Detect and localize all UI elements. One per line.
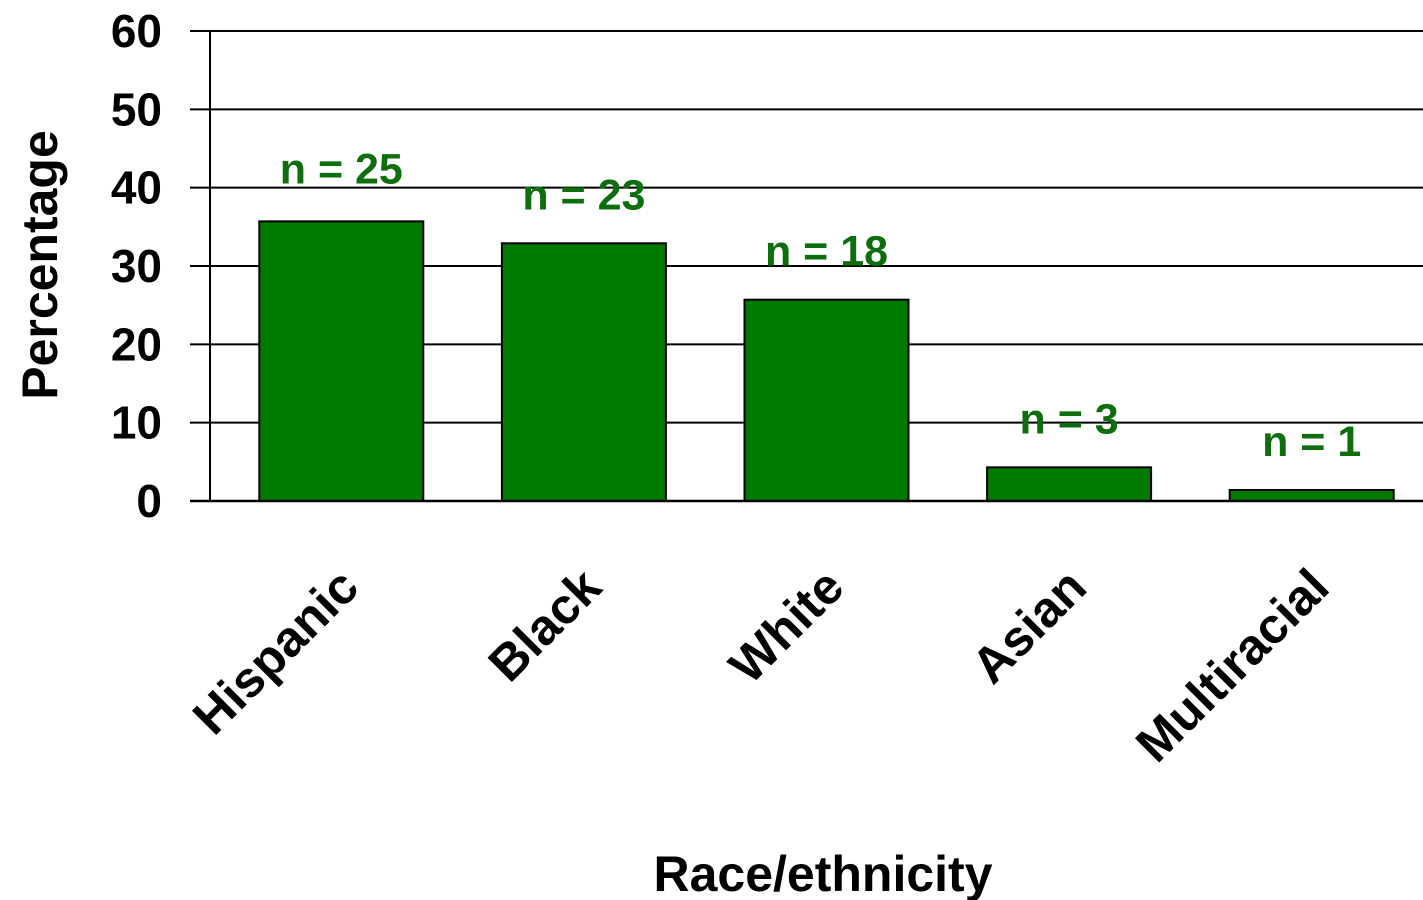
bar-asian <box>986 466 1153 503</box>
y-tick-labels: 0 10 20 30 40 50 60 <box>111 5 162 527</box>
y-tick-label: 20 <box>111 318 162 370</box>
x-axis-title: Race/ethnicity <box>653 846 992 900</box>
y-tick-label: 0 <box>136 475 162 527</box>
data-label-asian: n = 3 <box>1020 395 1119 443</box>
y-tick-label: 10 <box>111 397 162 449</box>
x-tick-label-black: Black <box>478 558 612 692</box>
bar-multiracial <box>1228 489 1395 502</box>
bar-hispanic <box>258 220 425 502</box>
x-tick-label-asian: Asian <box>961 558 1097 694</box>
data-label-black: n = 23 <box>522 171 645 219</box>
y-axis-title: Percentage <box>12 130 68 400</box>
y-tick-label: 40 <box>111 162 162 214</box>
y-tick-label: 60 <box>111 5 162 57</box>
x-tick-label-white: White <box>718 558 854 694</box>
y-tick-label: 50 <box>111 83 162 135</box>
x-tick-labels: Hispanic Black White Asian Multiracial <box>182 558 1339 773</box>
data-label-white: n = 18 <box>765 228 888 276</box>
bar-white <box>743 298 910 502</box>
bars <box>258 220 1395 503</box>
bar-black <box>500 242 667 503</box>
data-label-multiracial: n = 1 <box>1262 418 1361 466</box>
axes <box>190 30 1423 503</box>
data-labels: n = 25 n = 23 n = 18 n = 3 n = 1 <box>280 145 1362 466</box>
data-label-hispanic: n = 25 <box>280 145 403 193</box>
x-tick-label-multiracial: Multiracial <box>1125 558 1339 772</box>
y-tick-label: 30 <box>111 240 162 292</box>
x-tick-label-hispanic: Hispanic <box>182 558 369 745</box>
